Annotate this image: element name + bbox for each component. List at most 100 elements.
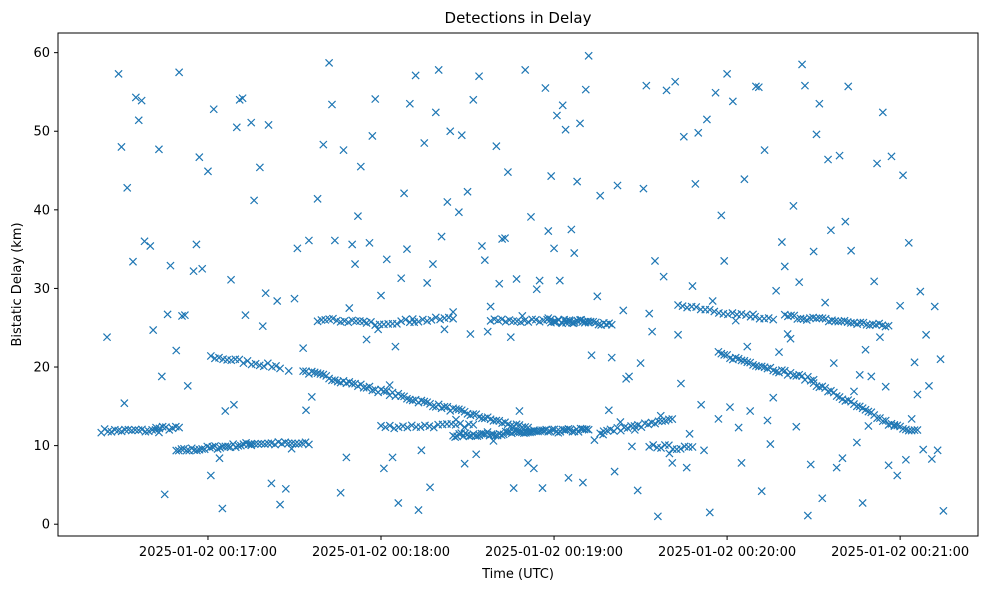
detection-point <box>575 119 585 128</box>
detection-point <box>498 234 507 243</box>
detection-point <box>515 407 524 416</box>
detection-point <box>846 318 855 327</box>
detection-point <box>774 348 784 357</box>
detection-point <box>131 425 140 434</box>
detection-point <box>649 441 658 450</box>
detection-point <box>241 311 250 320</box>
detection-point <box>705 508 714 517</box>
chart-title: Detections in Delay <box>445 9 592 27</box>
detection-point <box>140 237 149 246</box>
detection-point <box>209 105 218 114</box>
detection-point <box>206 351 215 361</box>
detection-point <box>787 311 796 320</box>
detection-point <box>247 118 256 127</box>
detection-point <box>930 302 939 311</box>
detection-point <box>307 392 316 401</box>
detection-point <box>521 65 530 74</box>
detection-point <box>573 177 582 186</box>
detection-point <box>743 358 752 367</box>
detection-point <box>414 506 423 515</box>
detection-point <box>763 364 772 373</box>
detection-point <box>497 315 506 324</box>
detection-point <box>645 442 654 451</box>
detection-point <box>772 286 781 295</box>
detection-point <box>697 400 706 409</box>
detection-point <box>402 394 411 403</box>
detection-point <box>818 314 827 323</box>
detection-point <box>728 97 737 106</box>
detection-point <box>884 461 893 470</box>
y-tick-label: 50 <box>33 125 50 140</box>
detection-point <box>469 95 478 104</box>
detection-point <box>582 425 591 434</box>
detection-point <box>734 423 743 432</box>
detection-point <box>590 436 599 445</box>
detection-point <box>276 364 285 373</box>
detection-point <box>861 345 870 354</box>
detection-point <box>137 96 146 105</box>
detection-point <box>284 366 293 375</box>
detection-point <box>548 425 557 434</box>
detection-point <box>434 65 443 74</box>
detection-point <box>267 479 276 488</box>
detection-point <box>304 236 313 245</box>
detection-point <box>175 68 184 77</box>
detection-point <box>376 291 386 300</box>
detection-point <box>163 310 172 319</box>
detection-point <box>440 402 449 411</box>
detection-point <box>466 329 475 339</box>
detection-point <box>276 500 285 509</box>
detection-point <box>524 317 533 327</box>
detection-point <box>581 85 590 94</box>
detection-point <box>764 314 773 323</box>
detection-point <box>826 226 835 235</box>
detection-point <box>541 83 550 93</box>
detection-point <box>417 446 426 455</box>
detection-point <box>578 478 587 487</box>
detection-point <box>786 334 795 343</box>
detection-point <box>887 152 896 161</box>
x-tick-label: 2025-01-02 00:20:00 <box>658 545 796 560</box>
detection-point <box>568 427 577 436</box>
detection-point <box>175 423 184 432</box>
detection-point <box>564 473 573 482</box>
detection-point <box>737 458 746 467</box>
detection-point <box>720 350 729 359</box>
detection-point <box>870 277 879 286</box>
detection-point <box>405 99 414 108</box>
detection-point <box>425 422 434 431</box>
detection-point <box>271 361 281 370</box>
detection-point <box>449 307 458 317</box>
detection-point <box>449 314 458 323</box>
detection-point <box>428 260 437 269</box>
detection-point <box>743 342 752 351</box>
detection-point <box>134 116 143 125</box>
x-axis: 2025-01-02 00:17:00 2025-01-02 00:18:00 20… <box>139 536 969 560</box>
detection-point <box>503 168 512 177</box>
detection-point <box>400 189 409 198</box>
detection-point <box>472 450 481 459</box>
detection-point <box>299 344 308 353</box>
detection-point <box>815 99 824 108</box>
detection-point <box>434 400 443 409</box>
detection-point <box>864 407 873 416</box>
detection-point <box>678 302 687 311</box>
x-axis-label: Time (UTC) <box>481 567 554 582</box>
detection-point <box>893 471 902 480</box>
detection-point <box>477 241 486 251</box>
detection-point <box>651 419 660 428</box>
detection-point <box>492 142 501 151</box>
detection-point <box>769 315 778 324</box>
detection-point <box>353 212 362 221</box>
detection-point <box>919 445 928 454</box>
detection-point <box>737 356 746 365</box>
detection-point <box>671 77 680 86</box>
detection-point <box>344 318 353 327</box>
detection-point <box>898 424 908 433</box>
detection-point <box>182 446 191 455</box>
detection-point <box>939 506 948 515</box>
detection-point <box>146 241 155 251</box>
y-tick-label: 60 <box>33 46 50 61</box>
detection-point <box>317 315 326 325</box>
detection-point <box>154 145 163 154</box>
